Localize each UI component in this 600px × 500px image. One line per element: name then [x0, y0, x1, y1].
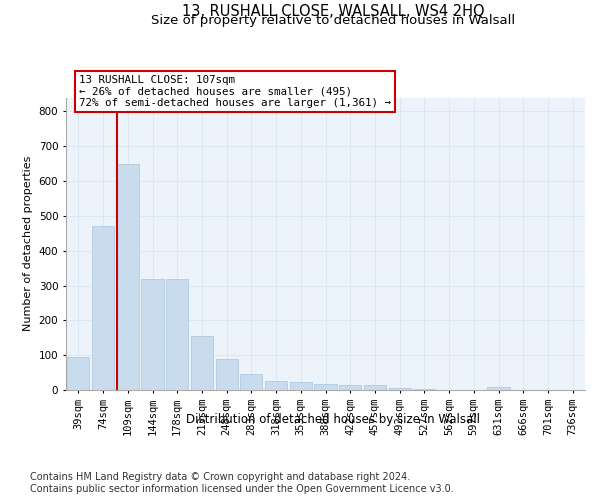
Bar — [142, 278, 164, 390]
Text: Distribution of detached houses by size in Walsall: Distribution of detached houses by size … — [186, 412, 480, 426]
Bar — [67, 357, 89, 390]
Text: Contains HM Land Registry data © Crown copyright and database right 2024.
Contai: Contains HM Land Registry data © Crown c… — [30, 472, 454, 494]
Bar — [240, 374, 262, 390]
Bar — [389, 388, 411, 390]
Bar — [92, 226, 114, 390]
Bar — [191, 336, 213, 390]
Bar — [364, 386, 386, 390]
Text: 13, RUSHALL CLOSE, WALSALL, WS4 2HQ: 13, RUSHALL CLOSE, WALSALL, WS4 2HQ — [182, 4, 484, 18]
Y-axis label: Number of detached properties: Number of detached properties — [23, 156, 33, 332]
Bar — [215, 358, 238, 390]
Bar — [116, 164, 139, 390]
Text: Size of property relative to detached houses in Walsall: Size of property relative to detached ho… — [151, 14, 515, 27]
Bar — [166, 278, 188, 390]
Bar — [339, 385, 361, 390]
Bar — [290, 382, 312, 390]
Bar — [265, 381, 287, 390]
Bar — [314, 384, 337, 390]
Text: 13 RUSHALL CLOSE: 107sqm
← 26% of detached houses are smaller (495)
72% of semi-: 13 RUSHALL CLOSE: 107sqm ← 26% of detach… — [79, 74, 391, 108]
Bar — [487, 386, 509, 390]
